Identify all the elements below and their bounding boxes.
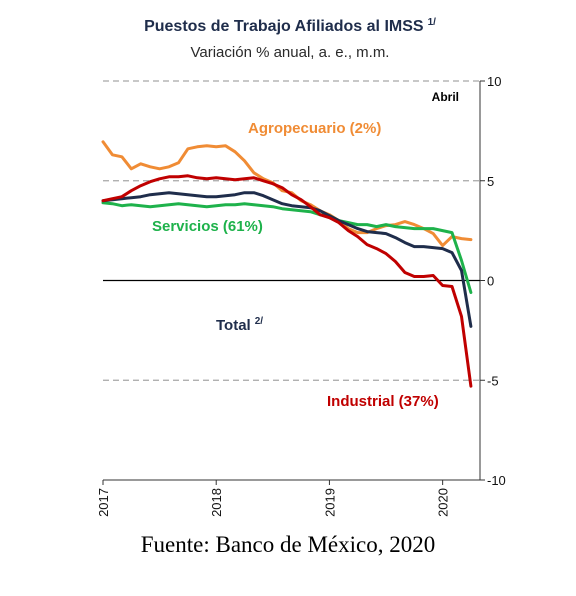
period-label: Abril	[432, 90, 459, 104]
axes	[103, 81, 481, 481]
annotation-total: Total 2/	[216, 316, 263, 334]
y-tick-label: 10	[487, 74, 501, 89]
series-line-1	[101, 201, 473, 294]
y-tick-label: -10	[487, 473, 506, 488]
annotation-industrial: Industrial (37%)	[327, 393, 439, 410]
y-tick-label: 0	[487, 274, 494, 289]
series-line-2	[101, 191, 473, 328]
series-line-3	[101, 174, 473, 388]
y-axis-ticks: 10 5 0 -5 -10	[480, 74, 506, 488]
x-tick-label: 2020	[436, 488, 451, 517]
y-tick-label: 5	[487, 174, 494, 189]
x-tick-label: 2017	[96, 488, 111, 517]
gridlines	[103, 80, 480, 381]
chart-figure: Puestos de Trabajo Afiliados al IMSS 1/ V…	[96, 17, 506, 517]
source-note: Fuente: Banco de México, 2020	[140, 532, 436, 557]
x-tick-label: 2018	[209, 488, 224, 517]
x-tick-label: 2019	[322, 488, 337, 517]
annotation-agropecuario: Agropecuario (2%)	[248, 120, 381, 137]
annotation-servicios: Servicios (61%)	[152, 218, 263, 235]
y-tick-label: -5	[487, 373, 499, 388]
chart-title: Puestos de Trabajo Afiliados al IMSS 1/	[144, 17, 436, 35]
x-axis-ticks: 2017 2018 2019 2020	[96, 480, 451, 517]
series-lines	[101, 140, 473, 388]
chart-subtitle: Variación % anual, a. e., m.m.	[191, 44, 390, 61]
